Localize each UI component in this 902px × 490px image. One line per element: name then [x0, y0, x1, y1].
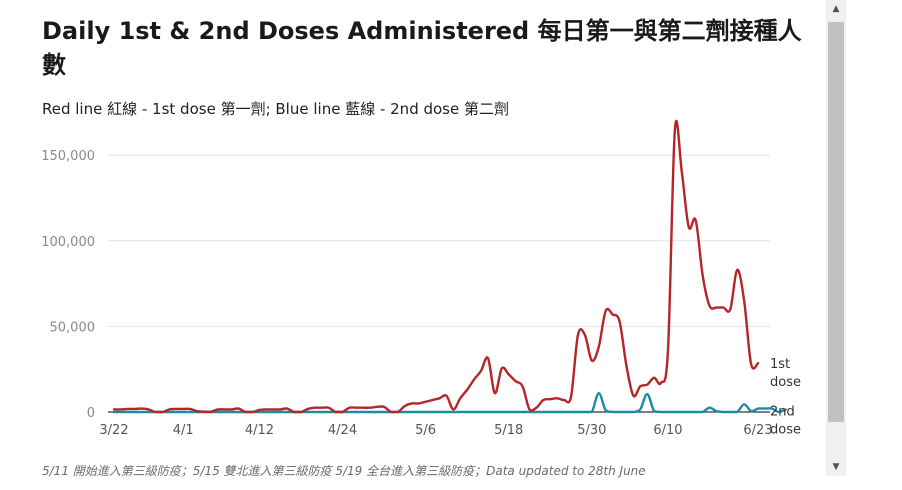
series-label-line: dose [770, 375, 801, 390]
line-chart: 0 50,000 100,000 150,000 3/22 4/1 4/12 4/24 5/6 5… [41, 119, 801, 438]
x-tick-label: 6/23 [743, 423, 772, 438]
arrow-down-icon[interactable]: ▼ [832, 462, 840, 472]
arrow-up-icon[interactable]: ▲ [832, 4, 840, 14]
chart-footnote: 5/11 開始進入第三級防疫；5/15 雙北進入第三級防疫 5/19 全台進入第… [42, 464, 646, 478]
second-dose-line [112, 391, 787, 414]
series-label-line: dose [770, 422, 801, 437]
x-tick-label: 3/22 [99, 423, 128, 438]
second-dose-label: 2nd dose [770, 404, 801, 437]
series-label-line: 2nd [770, 404, 795, 419]
x-tick-label: 4/24 [328, 423, 357, 438]
chart-subtitle: Red line 紅線 - 1st dose 第一劑; Blue line 藍線… [42, 100, 509, 118]
x-tick-label: 5/30 [577, 423, 606, 438]
chart-title: Daily 1st & 2nd Doses Administered 每日第一與… [42, 17, 802, 79]
x-tick-label: 5/6 [415, 423, 436, 438]
first-dose-label: 1st dose [770, 357, 801, 390]
x-tick-label: 5/18 [494, 423, 523, 438]
y-tick-label: 50,000 [50, 320, 96, 335]
series-label-line: 1st [770, 357, 790, 372]
scrollbar-thumb[interactable] [828, 22, 844, 422]
vertical-scrollbar[interactable]: ▲ ▼ [826, 0, 846, 476]
y-tick-label: 0 [87, 406, 95, 421]
x-tick-label: 4/1 [173, 423, 194, 438]
y-tick-label: 100,000 [41, 235, 95, 250]
x-tick-label: 4/12 [245, 423, 274, 438]
y-tick-label: 150,000 [41, 149, 95, 164]
first-dose-line [112, 119, 760, 414]
x-tick-label: 6/10 [653, 423, 682, 438]
